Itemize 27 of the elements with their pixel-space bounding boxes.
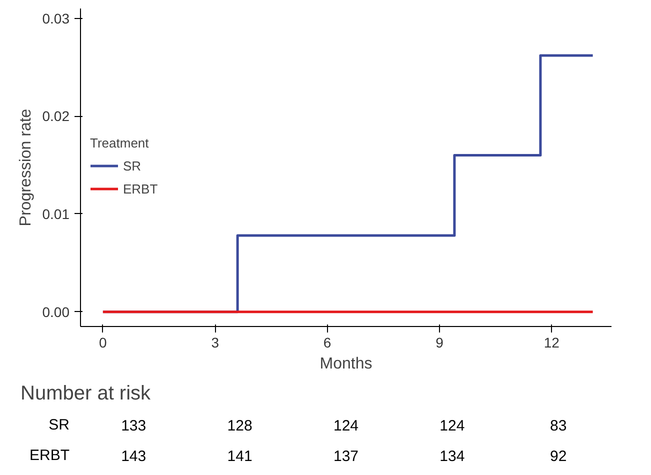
data-label: 83 [550, 417, 567, 434]
data-label: 124 [440, 417, 465, 434]
chart-title: Number at risk [20, 382, 152, 404]
data-label: 134 [440, 448, 465, 465]
x-tick-label: 3 [211, 334, 220, 350]
data-label: 92 [550, 448, 567, 465]
data-label: 143 [121, 448, 146, 465]
y-tick-label: 0.02 [42, 108, 70, 124]
y-tick-label: 0.00 [42, 304, 70, 320]
x-tick-label: 9 [436, 334, 444, 350]
x-tick-label: 0 [99, 334, 108, 350]
y-tick-label: 0.01 [42, 206, 70, 222]
data-label: 137 [333, 448, 359, 465]
legend-label: SR [123, 158, 142, 173]
legend-label: ERBT [123, 181, 158, 196]
x-tick-label: 12 [544, 334, 560, 350]
legend-title: Treatment [90, 136, 150, 150]
data-label: 133 [121, 417, 146, 434]
x-tick-label: 6 [323, 334, 332, 350]
data-label: 128 [227, 417, 252, 434]
y-tick-label: 0.03 [42, 10, 70, 26]
data-label: 141 [227, 448, 252, 465]
y-tick-label: ERBT [29, 446, 70, 464]
y-tick-label: SR [48, 416, 70, 434]
y-axis-title: Progression rate [17, 108, 34, 226]
x-axis-title: Months [320, 356, 372, 372]
data-label: 124 [333, 417, 359, 434]
